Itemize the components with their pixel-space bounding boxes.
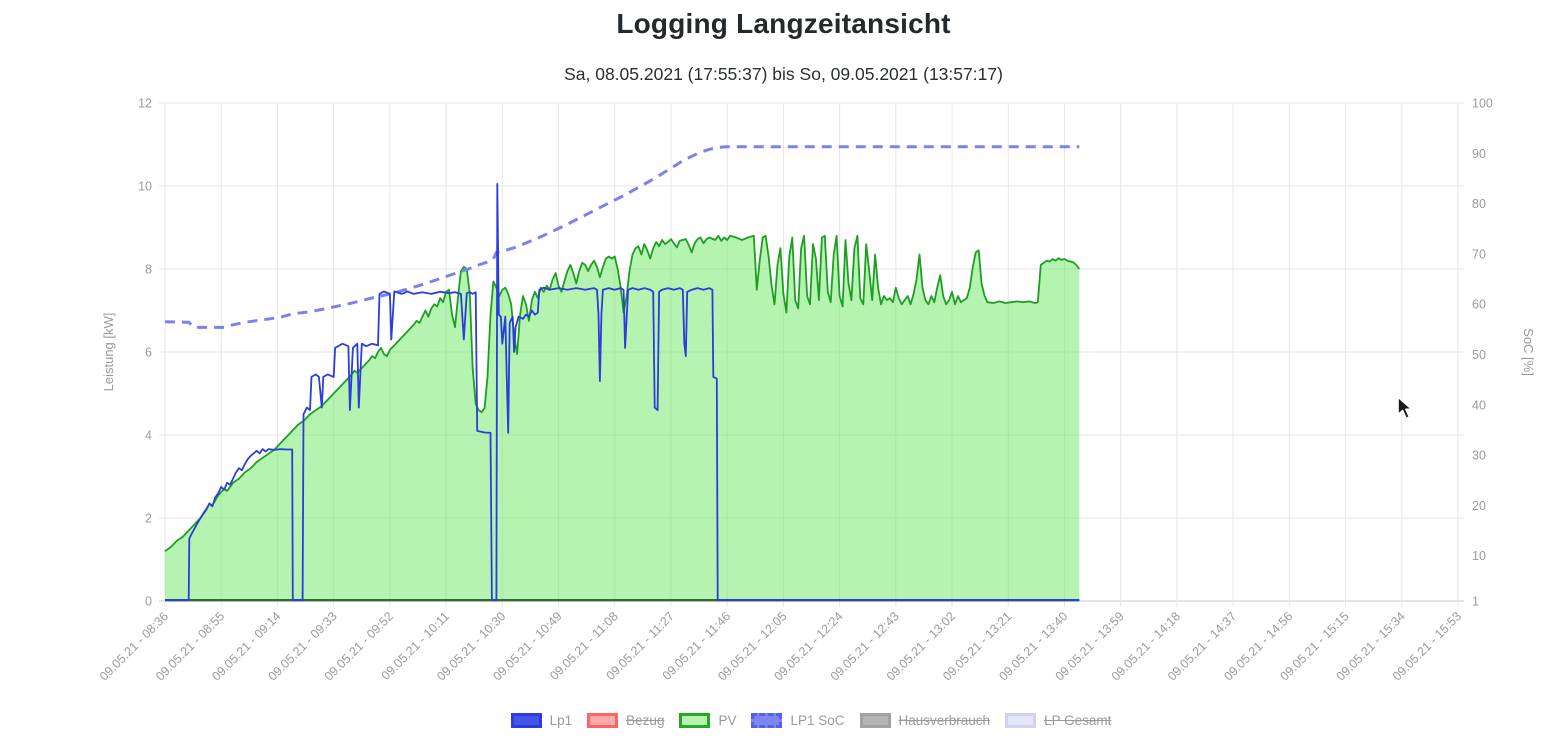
right-axis-tick: 10 xyxy=(1472,549,1486,563)
left-axis-tick: 10 xyxy=(138,180,152,194)
legend-item-lp1-soc[interactable]: LP1 SoC xyxy=(751,713,845,728)
right-axis-tick: 80 xyxy=(1472,197,1486,211)
left-axis-title: Leistung [kW] xyxy=(101,313,116,392)
right-axis-tick: 90 xyxy=(1472,147,1486,161)
legend-label: Lp1 xyxy=(549,713,573,728)
left-axis-tick: 0 xyxy=(145,595,152,609)
right-axis-tick: 70 xyxy=(1472,247,1486,261)
right-axis-tick: 30 xyxy=(1472,449,1486,463)
legend-item-lp1[interactable]: Lp1 xyxy=(510,713,573,728)
right-axis-tick: 40 xyxy=(1472,398,1486,412)
legend-swatch xyxy=(1005,713,1037,728)
pv-line xyxy=(164,234,1081,552)
legend-swatch xyxy=(751,713,783,728)
legend-swatch xyxy=(587,713,619,728)
mouse-cursor xyxy=(1397,396,1413,420)
right-axis-tick: 60 xyxy=(1472,298,1486,312)
left-axis-tick: 8 xyxy=(145,263,152,277)
left-axis-tick: 12 xyxy=(138,97,152,111)
legend-label: Bezug xyxy=(626,713,665,728)
right-axis-tick: 20 xyxy=(1472,499,1486,513)
legend-swatch xyxy=(679,713,711,728)
legend-label: LP Gesamt xyxy=(1044,713,1112,728)
legend-item-pv[interactable]: PV xyxy=(679,713,736,728)
legend-label: LP1 SoC xyxy=(790,713,845,728)
right-axis-title: SoC [%] xyxy=(1521,328,1536,376)
right-axis-tick: 50 xyxy=(1472,348,1486,362)
legend-item-bezug[interactable]: Bezug xyxy=(587,713,664,728)
legend-swatch xyxy=(859,713,891,728)
lp1-soc-line xyxy=(164,145,1080,329)
date-range-subtitle: Sa, 08.05.2021 (17:55:37) bis So, 09.05.… xyxy=(564,64,1003,84)
legend-label: Hausverbrauch xyxy=(898,713,991,728)
left-axis-tick: 2 xyxy=(145,512,152,526)
left-axis-tick: 6 xyxy=(145,346,152,360)
legend-item-hausverbrauch[interactable]: Hausverbrauch xyxy=(859,713,991,728)
left-axis-tick: 4 xyxy=(145,429,152,443)
right-axis-tick: 100 xyxy=(1472,97,1493,111)
legend-swatch xyxy=(510,713,542,728)
chart-legend: Lp1 Bezug PV LP1 SoC Hausverbrauch LP Gesamt xyxy=(0,713,1567,728)
page-title: Logging Langzeitansicht xyxy=(616,8,951,39)
pv-area xyxy=(165,235,1080,602)
lp1-line xyxy=(165,183,1080,602)
right-axis-tick: 1 xyxy=(1472,595,1479,609)
legend-item-lp-gesamt[interactable]: LP Gesamt xyxy=(1005,713,1111,728)
legend-label: PV xyxy=(718,713,737,728)
